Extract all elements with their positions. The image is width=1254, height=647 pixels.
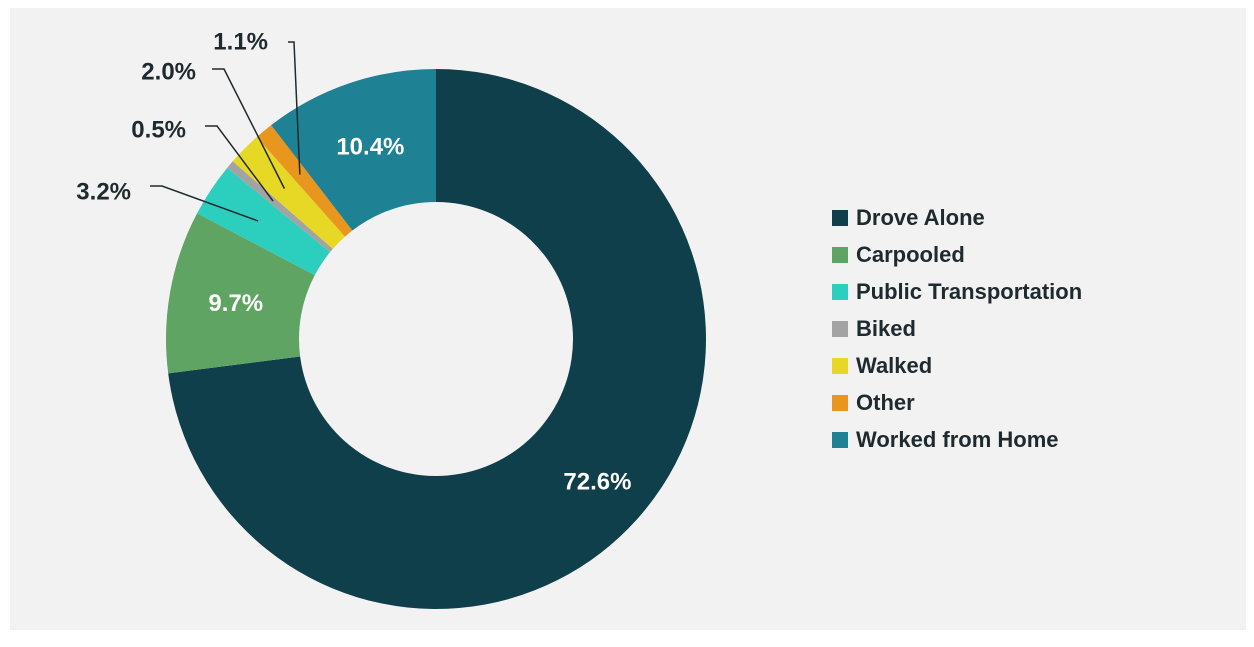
legend-label-biked: Biked <box>856 316 916 341</box>
legend-swatch-biked <box>832 321 848 337</box>
slice-biked <box>227 161 333 253</box>
legend-label-drove-alone: Drove Alone <box>856 205 985 230</box>
slice-drove-alone <box>168 69 707 609</box>
data-labels: 72.6% 9.7% 3.2% 0.5% 2.0% 1.1% 10.4% <box>76 28 631 495</box>
leader-line-public-transportation <box>150 185 259 222</box>
leader-line-other <box>288 41 301 175</box>
leader-lines <box>150 41 301 222</box>
data-label-biked: 0.5% <box>131 116 186 143</box>
slice-worked-from-home <box>271 69 436 231</box>
legend-swatch-drove-alone <box>832 210 848 226</box>
slice-walked <box>232 137 346 249</box>
data-label-worked-from-home: 10.4% <box>336 134 404 161</box>
legend-label-worked-from-home: Worked from Home <box>856 427 1059 452</box>
legend-swatch-other <box>832 395 848 411</box>
leader-line-walked <box>212 68 286 189</box>
data-label-public-transportation: 3.2% <box>76 178 131 205</box>
slice-other <box>256 125 353 237</box>
legend-swatch-carpooled <box>832 247 848 263</box>
legend-label-carpooled: Carpooled <box>856 242 965 267</box>
legend-label-walked: Walked <box>856 353 932 378</box>
legend-swatch-public-transportation <box>832 284 848 300</box>
slice-public-transportation <box>197 167 331 276</box>
legend: Drove Alone Carpooled Public Transportatio… <box>832 205 1082 452</box>
leader-line-biked <box>205 125 274 202</box>
data-label-walked: 2.0% <box>141 58 196 85</box>
slice-carpooled <box>166 213 315 374</box>
legend-label-other: Other <box>856 390 915 415</box>
donut-slices <box>166 69 707 609</box>
legend-swatch-worked-from-home <box>832 432 848 448</box>
legend-swatch-walked <box>832 358 848 374</box>
legend-label-public-transportation: Public Transportation <box>856 279 1082 304</box>
data-label-drove-alone: 72.6% <box>563 468 631 495</box>
data-label-other: 1.1% <box>213 28 268 55</box>
data-label-carpooled: 9.7% <box>208 290 263 317</box>
